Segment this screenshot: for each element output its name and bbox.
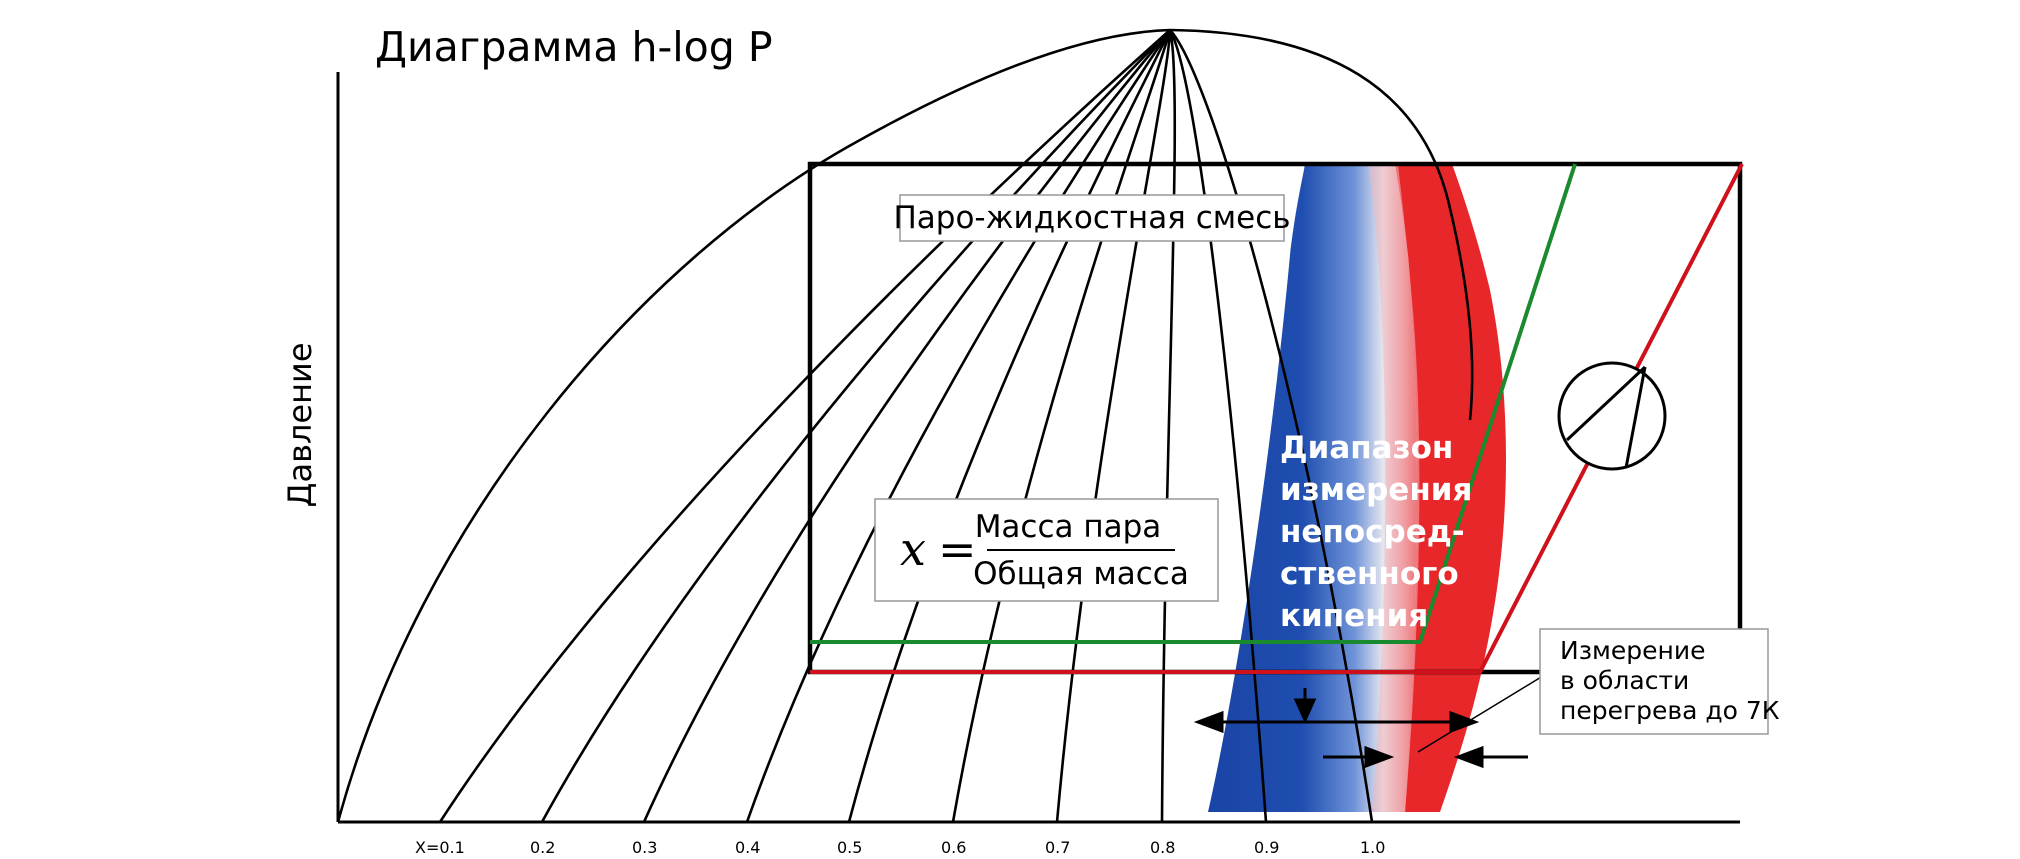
quality-tick-label: 0.8: [1150, 838, 1175, 857]
range-label-line: измерения: [1280, 472, 1472, 508]
quality-tick-label: 0.3: [632, 838, 657, 857]
callout-line: Измерение: [1560, 636, 1705, 665]
quality-tick-label: 0.7: [1045, 838, 1070, 857]
quality-formula-box: x = Масса пара Общая масса: [874, 498, 1219, 602]
quality-curve: [1168, 29, 1268, 822]
range-label-line: непосред-: [1280, 514, 1465, 550]
quality-tick-label: 0.2: [530, 838, 555, 857]
superheat-band: [1395, 164, 1506, 812]
formula-equals: =: [938, 522, 977, 576]
saturated-vapour-curve: [1169, 28, 1474, 421]
constant-quality-curves: [338, 28, 1474, 822]
formula-variable: x: [900, 522, 926, 576]
range-label-line: кипения: [1280, 598, 1428, 634]
range-arrows: [1193, 667, 1557, 769]
diagram-title: Диаграмма h-log P: [375, 23, 773, 71]
callout-line: в области: [1560, 666, 1689, 695]
superheat-fade: [1368, 164, 1420, 812]
quality-curve: [847, 29, 1172, 822]
quality-tick-label: X=0.1: [415, 838, 465, 857]
compressor-icon: [1557, 361, 1667, 471]
quality-curve: [1169, 29, 1374, 822]
y-axis-label: Давление: [281, 342, 319, 507]
quality-tick-label: 1.0: [1360, 838, 1385, 857]
quality-curve: [1160, 29, 1177, 822]
callout-line: перегрева до 7К: [1560, 696, 1780, 725]
boiling-range-label: Диапазон измерения непосред- ственного к…: [1280, 430, 1472, 634]
mixture-label: Паро-жидкостная смесь: [893, 200, 1290, 236]
range-label-line: ственного: [1280, 556, 1459, 592]
quality-curve: [438, 29, 1171, 822]
cycle-red-line: [810, 163, 1744, 674]
cycle-green-line: [810, 163, 1577, 644]
boiling-range-band: [1208, 164, 1418, 812]
quality-tick-label: 0.6: [941, 838, 966, 857]
formula-numerator: Масса пара: [975, 509, 1162, 545]
mixture-label-box: Паро-жидкостная смесь: [893, 194, 1291, 242]
superheat-callout-box: Измерение в области перегрева до 7К: [1539, 628, 1780, 735]
formula-denominator: Общая масса: [973, 556, 1189, 592]
quality-curve: [540, 29, 1171, 822]
quality-tick-label: 0.4: [735, 838, 760, 857]
quality-tick-label: 0.9: [1254, 838, 1279, 857]
quality-tick-labels: X=0.1 0.2 0.3 0.4 0.5 0.6 0.7 0.8 0.9 1.0: [415, 838, 1385, 857]
quality-curve: [951, 29, 1172, 822]
range-label-line: Диапазон: [1280, 430, 1453, 466]
quality-curve: [642, 29, 1172, 822]
quality-tick-label: 0.5: [837, 838, 862, 857]
quality-curve: [1055, 29, 1172, 822]
saturated-liquid-curve: [338, 28, 1171, 822]
